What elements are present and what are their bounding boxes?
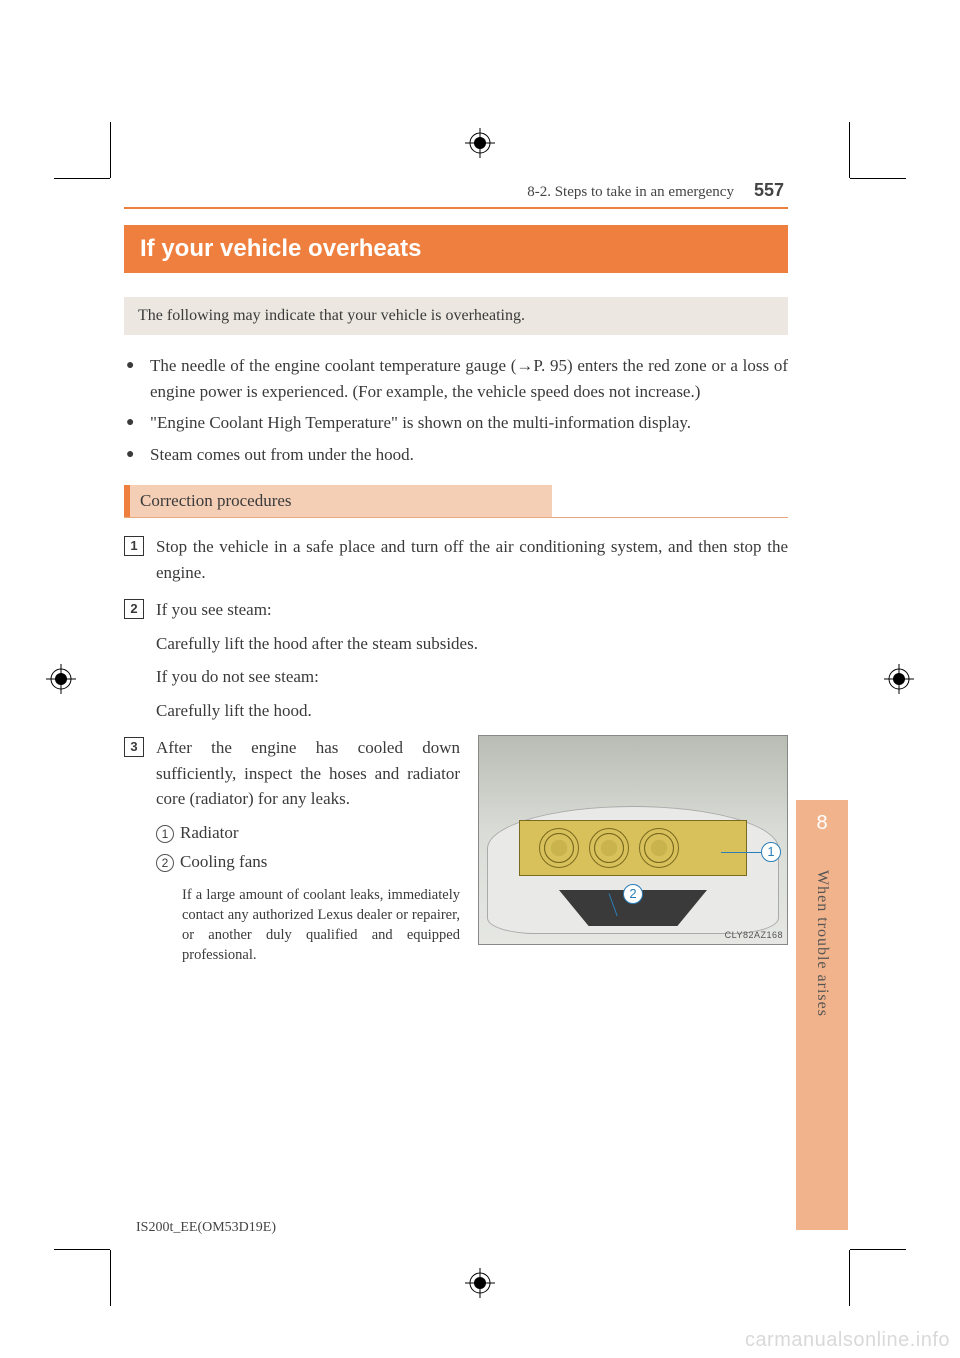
- header-rule: [124, 207, 788, 209]
- crop-mark: [850, 1249, 906, 1250]
- registration-mark-icon: [46, 664, 76, 694]
- list-item: Steam comes out from under the hood.: [124, 442, 788, 468]
- step-number-icon: 3: [124, 737, 144, 757]
- list-item: "Engine Coolant High Temperature" is sho…: [124, 410, 788, 436]
- chapter-tab: 8 When trouble arises: [796, 800, 848, 1230]
- step-text: If you do not see steam:: [156, 664, 788, 690]
- legend-label: Cooling fans: [180, 852, 267, 871]
- section-label: 8-2. Steps to take in an emergency: [527, 184, 734, 201]
- crop-mark: [54, 1249, 110, 1250]
- step-text: Carefully lift the hood.: [156, 698, 788, 724]
- step-text: After the engine has cooled down suffici…: [156, 735, 460, 812]
- step-number-icon: 1: [124, 536, 144, 556]
- callout-line: [721, 852, 761, 853]
- symptom-list: The needle of the engine coolant tempera…: [124, 353, 788, 467]
- registration-mark-icon: [884, 664, 914, 694]
- callout-marker: 2: [623, 884, 643, 904]
- legend-marker-icon: 2: [156, 854, 174, 872]
- page-number: 557: [754, 180, 784, 201]
- subheading-text: Correction procedures: [124, 485, 552, 517]
- step-3: 3 After the engine has cooled down suffi…: [124, 735, 788, 966]
- callout-marker: 1: [761, 842, 781, 862]
- legend-label: Radiator: [180, 823, 239, 842]
- crop-mark: [850, 178, 906, 179]
- legend-marker-icon: 1: [156, 825, 174, 843]
- intro-box: The following may indicate that your veh…: [124, 297, 788, 335]
- subheading-bar: Correction procedures: [124, 485, 788, 518]
- note-text: If a large amount of coolant leaks, imme…: [156, 885, 460, 966]
- document-code: IS200t_EE(OM53D19E): [136, 1220, 276, 1236]
- crop-mark: [849, 122, 850, 178]
- chapter-number: 8: [796, 812, 848, 835]
- crop-mark: [54, 178, 110, 179]
- step-1: 1 Stop the vehicle in a safe place and t…: [124, 534, 788, 585]
- watermark: carmanualsonline.info: [745, 1329, 950, 1352]
- figure-legend: 1 Radiator 2 Cooling fans: [156, 820, 460, 875]
- fan-icon: [639, 828, 679, 868]
- step-number-icon: 2: [124, 599, 144, 619]
- engine-bay-figure: 1 2 CLY82AZ168: [478, 735, 788, 945]
- step-text: Carefully lift the hood after the steam …: [156, 631, 788, 657]
- content-area: 8-2. Steps to take in an emergency 557 I…: [124, 180, 788, 1248]
- page-title: If your vehicle overheats: [124, 225, 788, 273]
- registration-mark-icon: [465, 128, 495, 158]
- registration-mark-icon: [465, 1268, 495, 1298]
- chapter-title: When trouble arises: [813, 870, 831, 1017]
- step-text: Stop the vehicle in a safe place and tur…: [156, 537, 788, 582]
- step-2: 2 If you see steam: Carefully lift the h…: [124, 597, 788, 723]
- list-item: The needle of the engine coolant tempera…: [124, 353, 788, 404]
- page-frame: 8 When trouble arises 8-2. Steps to take…: [112, 180, 848, 1248]
- step-text: If you see steam:: [156, 600, 272, 619]
- fan-icon: [589, 828, 629, 868]
- procedure-steps: 1 Stop the vehicle in a safe place and t…: [124, 534, 788, 966]
- figure-code: CLY82AZ168: [725, 929, 783, 943]
- crop-mark: [849, 1250, 850, 1306]
- running-header: 8-2. Steps to take in an emergency 557: [124, 180, 788, 201]
- crop-mark: [110, 1250, 111, 1306]
- fan-icon: [539, 828, 579, 868]
- crop-mark: [110, 122, 111, 178]
